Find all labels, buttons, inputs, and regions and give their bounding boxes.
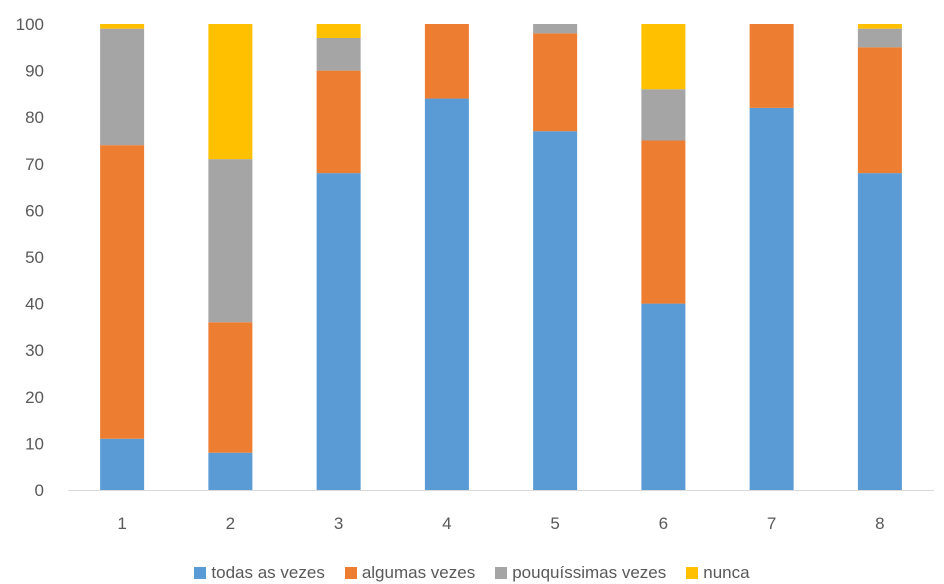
bar-segment-3-series-3: [316, 37, 361, 71]
bar-segment-4-series-2: [424, 24, 469, 99]
bar-segment-3-series-2: [316, 70, 361, 174]
bar-segment-5-series-2: [533, 33, 578, 132]
y-tick-label: 20: [25, 388, 44, 407]
legend-item-series-3: pouquíssimas vezes: [495, 563, 666, 583]
bars-layer: [100, 24, 902, 490]
x-tick-label: 8: [875, 514, 884, 533]
bar-segment-6-series-2: [641, 140, 686, 304]
bar-segment-5-series-3: [533, 24, 578, 34]
y-tick-label: 30: [25, 341, 44, 360]
legend-swatch: [495, 567, 508, 579]
legend-swatch: [686, 567, 699, 579]
x-tick-label: 5: [550, 514, 559, 533]
y-tick-label: 0: [35, 481, 44, 500]
bar-segment-5-series-1: [533, 131, 578, 490]
y-tick-label: 60: [25, 201, 44, 220]
y-tick-label: 10: [25, 434, 44, 453]
bar-segment-6-series-4: [641, 24, 686, 90]
bar-segment-1-series-1: [100, 438, 145, 490]
bar-segment-7-series-1: [749, 107, 794, 490]
y-tick-label: 100: [16, 15, 44, 34]
y-tick-label: 50: [25, 248, 44, 267]
x-tick-label: 1: [117, 514, 126, 533]
x-tick-label: 4: [442, 514, 451, 533]
x-tick-label: 2: [226, 514, 235, 533]
bar-segment-2-series-1: [208, 452, 253, 490]
y-tick-labels: 0 10 20 30 40 50 60 70 80 90 100: [16, 15, 44, 500]
bar-segment-2-series-3: [208, 159, 253, 323]
bar-segment-2-series-2: [208, 322, 253, 453]
bar-segment-3-series-4: [316, 24, 361, 38]
y-tick-label: 70: [25, 155, 44, 174]
y-tick-label: 90: [25, 62, 44, 81]
legend-item-series-4: nunca: [686, 563, 750, 583]
legend-label: todas as vezes: [211, 563, 325, 582]
legend-swatch: [344, 567, 357, 579]
bar-segment-2-series-4: [208, 24, 253, 160]
legend-item-series-2: algumas vezes: [344, 563, 476, 583]
legend-swatch: [194, 567, 207, 579]
bar-segment-6-series-3: [641, 89, 686, 141]
x-tick-label: 6: [659, 514, 668, 533]
legend-label: pouquíssimas vezes: [512, 563, 667, 582]
bar-segment-8-series-2: [857, 47, 902, 174]
y-tick-label: 40: [25, 295, 44, 314]
legend-label: algumas vezes: [361, 563, 476, 582]
bar-segment-3-series-1: [316, 173, 361, 490]
legend-label: nunca: [703, 563, 750, 582]
stacked-bar-chart: 0 10 20 30 40 50 60 70 80 90 100 1 2 3 4 5 6 7 8: [16, 15, 934, 533]
bar-segment-8-series-4: [857, 24, 902, 29]
legend-item-series-1: todas as vezes: [194, 563, 325, 583]
bar-segment-6-series-1: [641, 303, 686, 490]
legend: todas as vezes algumas vezes pouquíssimas …: [0, 562, 944, 584]
bar-segment-8-series-3: [857, 28, 902, 48]
bar-segment-4-series-1: [424, 98, 469, 490]
bar-segment-1-series-3: [100, 28, 145, 146]
y-tick-label: 80: [25, 108, 44, 127]
bar-segment-7-series-2: [749, 24, 794, 108]
bar-segment-1-series-4: [100, 24, 145, 29]
x-tick-label: 7: [767, 514, 776, 533]
x-tick-label: 3: [334, 514, 343, 533]
x-tick-labels: 1 2 3 4 5 6 7 8: [117, 514, 884, 533]
bar-segment-8-series-1: [857, 173, 902, 490]
bar-segment-1-series-2: [100, 145, 145, 439]
